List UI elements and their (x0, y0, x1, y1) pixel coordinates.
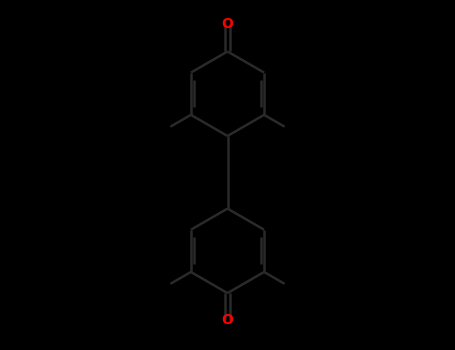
Text: O: O (222, 18, 233, 32)
Text: O: O (222, 313, 233, 327)
